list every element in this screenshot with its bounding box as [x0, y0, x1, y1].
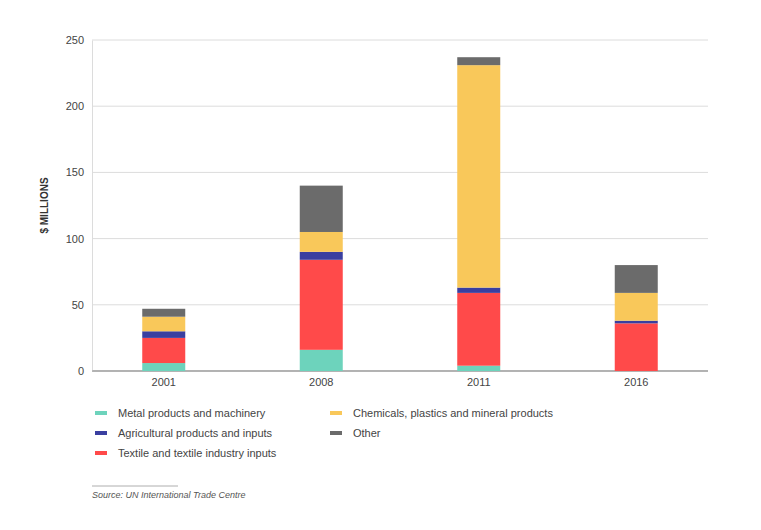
grid — [92, 40, 708, 371]
series — [142, 65, 658, 331]
x-tick-label: 2016 — [624, 376, 648, 388]
y-axis: 0 50 100 150 200 250 — [66, 34, 93, 377]
y-tick-label: 150 — [66, 166, 84, 178]
legend-swatch — [95, 451, 107, 455]
legend: Metal products and machinery Textile and … — [95, 407, 553, 459]
bar — [457, 293, 500, 366]
bars — [142, 57, 658, 371]
grid-line — [92, 40, 708, 41]
bar — [142, 338, 185, 363]
y-tick-label: 200 — [66, 100, 84, 112]
y-tick: 0 — [78, 365, 92, 377]
grid-line — [92, 106, 708, 107]
source: Source: UN International Trade Centre — [92, 490, 245, 500]
legend-swatch — [330, 431, 342, 435]
bar — [300, 350, 343, 371]
y-tick: 250 — [66, 34, 92, 46]
y-tick-label: 100 — [66, 233, 84, 245]
legend-label: Chemicals, plastics and mineral products — [353, 407, 553, 419]
y-tick: 100 — [66, 233, 92, 245]
bar — [615, 293, 658, 321]
bar — [457, 65, 500, 287]
grid-line — [92, 172, 708, 173]
y-tick-label: 0 — [78, 365, 84, 377]
legend-item: Metal products and machinery — [95, 407, 266, 419]
legend-item: Agricultural products and inputs — [95, 427, 273, 439]
legend-label: Agricultural products and inputs — [118, 427, 273, 439]
bar — [300, 186, 343, 232]
y-tick-label: 250 — [66, 34, 84, 46]
grid-line — [92, 238, 708, 239]
legend-label: Metal products and machinery — [118, 407, 266, 419]
bar — [300, 260, 343, 350]
source-rule — [92, 486, 178, 487]
x-tick: 2016 — [624, 371, 648, 388]
legend-item: Textile and textile industry inputs — [95, 447, 277, 459]
legend-swatch — [95, 411, 107, 415]
x-tick-label: 2001 — [152, 376, 176, 388]
y-tick: 150 — [66, 166, 92, 178]
legend-label: Other — [353, 427, 381, 439]
legend-label: Textile and textile industry inputs — [118, 447, 277, 459]
bar — [615, 323, 658, 371]
series — [142, 260, 658, 371]
y-tick: 200 — [66, 100, 92, 112]
bar — [457, 366, 500, 371]
series — [142, 57, 658, 317]
bar — [142, 309, 185, 317]
series — [142, 350, 500, 371]
y-tick-label: 50 — [72, 299, 84, 311]
chart: 0 50 100 150 200 250 2001 2008 2011 2016 $ MILLION… — [0, 0, 761, 530]
bar — [300, 232, 343, 252]
bar — [615, 265, 658, 293]
x-tick: 2001 — [152, 371, 176, 388]
x-tick-label: 2011 — [467, 376, 491, 388]
y-axis-title: $ MILLIONS — [39, 177, 50, 233]
y-tick: 50 — [72, 299, 92, 311]
bar — [457, 57, 500, 65]
bar — [142, 331, 185, 338]
x-axis: 2001 2008 2011 2016 — [92, 371, 708, 388]
bar — [300, 252, 343, 260]
legend-item: Other — [330, 427, 381, 439]
x-tick-label: 2008 — [309, 376, 333, 388]
y-axis-line — [92, 41, 93, 372]
bar — [615, 321, 658, 324]
legend-item: Chemicals, plastics and mineral products — [330, 407, 553, 419]
series — [142, 252, 658, 338]
legend-swatch — [330, 411, 342, 415]
bar — [142, 363, 185, 371]
x-tick: 2011 — [467, 371, 491, 388]
x-tick: 2008 — [309, 371, 333, 388]
legend-swatch — [95, 431, 107, 435]
bar — [142, 317, 185, 332]
bar — [457, 288, 500, 293]
